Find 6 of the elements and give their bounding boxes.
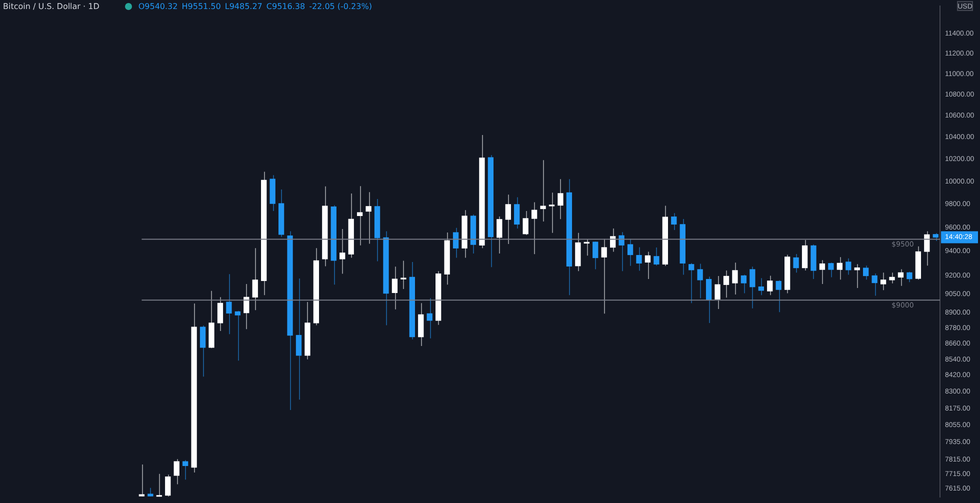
annotation: C9516.38 bbox=[266, 2, 306, 11]
text: Bitcoin / U.S. Dollar · 1D bbox=[3, 2, 100, 11]
annotation: O9540.32 bbox=[138, 2, 178, 11]
annotation: H9551.50 bbox=[182, 2, 221, 11]
annotation: L9485.27 bbox=[224, 2, 262, 11]
annotation: -22.05 (-0.23%) bbox=[309, 2, 372, 11]
